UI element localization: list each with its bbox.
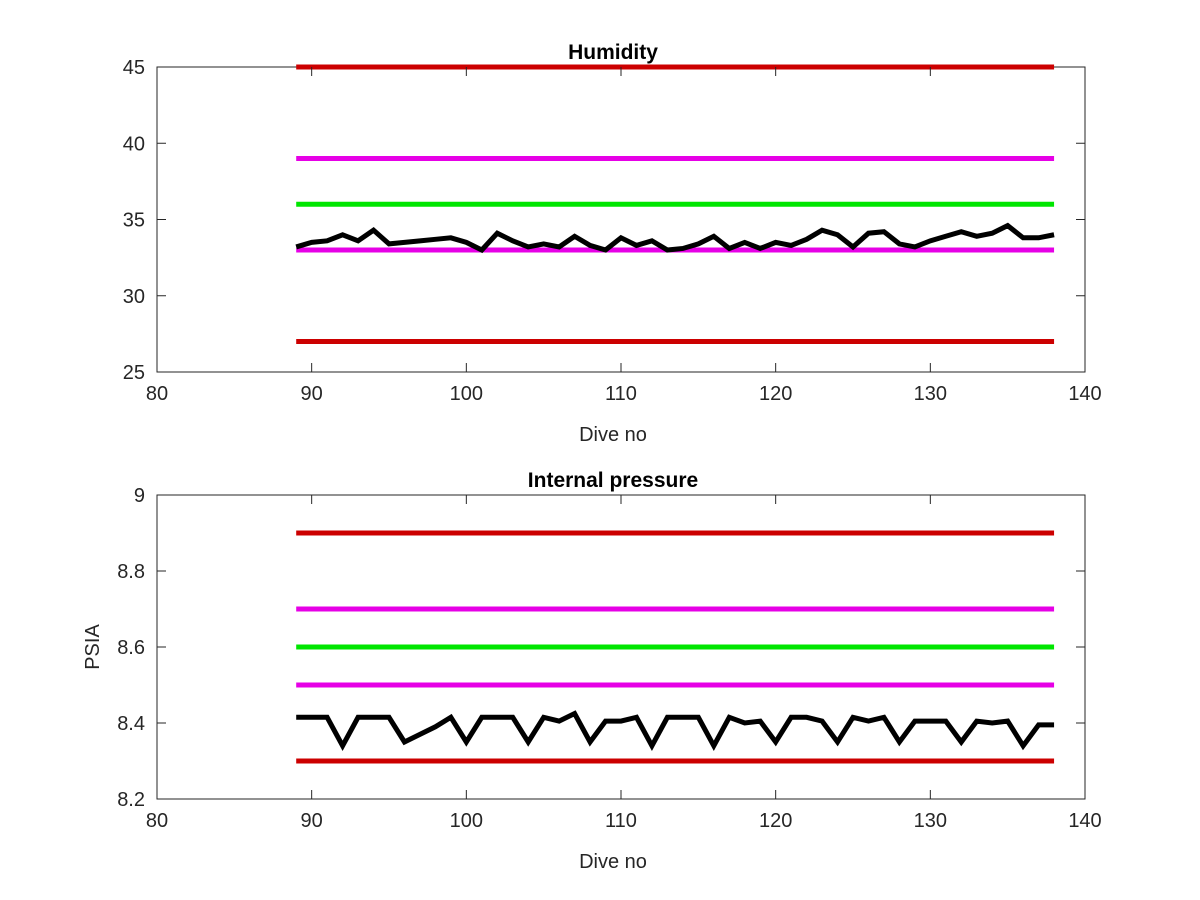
chart-title: Humidity [568,41,658,64]
y-tick-label: 40 [123,133,145,155]
y-tick-label: 30 [123,286,145,308]
x-axis-label: Dive no [579,851,647,873]
x-tick-label: 140 [1068,810,1101,832]
chart-title: Internal pressure [528,469,698,492]
data-series-line [296,710,1055,752]
x-tick-label: 90 [301,383,323,405]
y-tick-label: 25 [123,362,145,384]
x-tick-label: 110 [605,810,637,832]
x-tick-label: 120 [759,810,792,832]
y-tick-label: 8.6 [117,637,145,659]
x-axis-label: Dive no [579,424,647,446]
x-tick-label: 80 [146,383,168,405]
y-tick-label: 8.4 [117,713,145,735]
x-tick-label: 140 [1068,383,1101,405]
axes-box [156,66,1086,373]
x-tick-label: 80 [146,810,168,832]
y-axis-label: PSIA [82,624,104,670]
chart-humidity: 80 90 100 110 120 130 140 25 30 35 40 45 Humidity Div… [123,41,1102,446]
x-tick-label: 110 [605,383,637,405]
x-tick-label: 100 [450,810,483,832]
y-tick-label: 8.2 [117,789,145,811]
x-tick-label: 130 [914,383,947,405]
y-tick-label: 45 [123,57,145,79]
x-tick-label: 100 [450,383,483,405]
x-tick-label: 130 [914,810,947,832]
x-tick-label: 90 [301,810,323,832]
y-tick-label: 8.8 [117,561,145,583]
y-tick-label: 35 [123,210,145,232]
chart-internal-pressure: 80 90 100 110 120 130 140 8.2 8.4 8.6 8.8 9 Internal… [82,469,1102,873]
x-tick-label: 120 [759,383,792,405]
y-tick-label: 9 [134,485,145,507]
data-series-line [295,222,1055,254]
